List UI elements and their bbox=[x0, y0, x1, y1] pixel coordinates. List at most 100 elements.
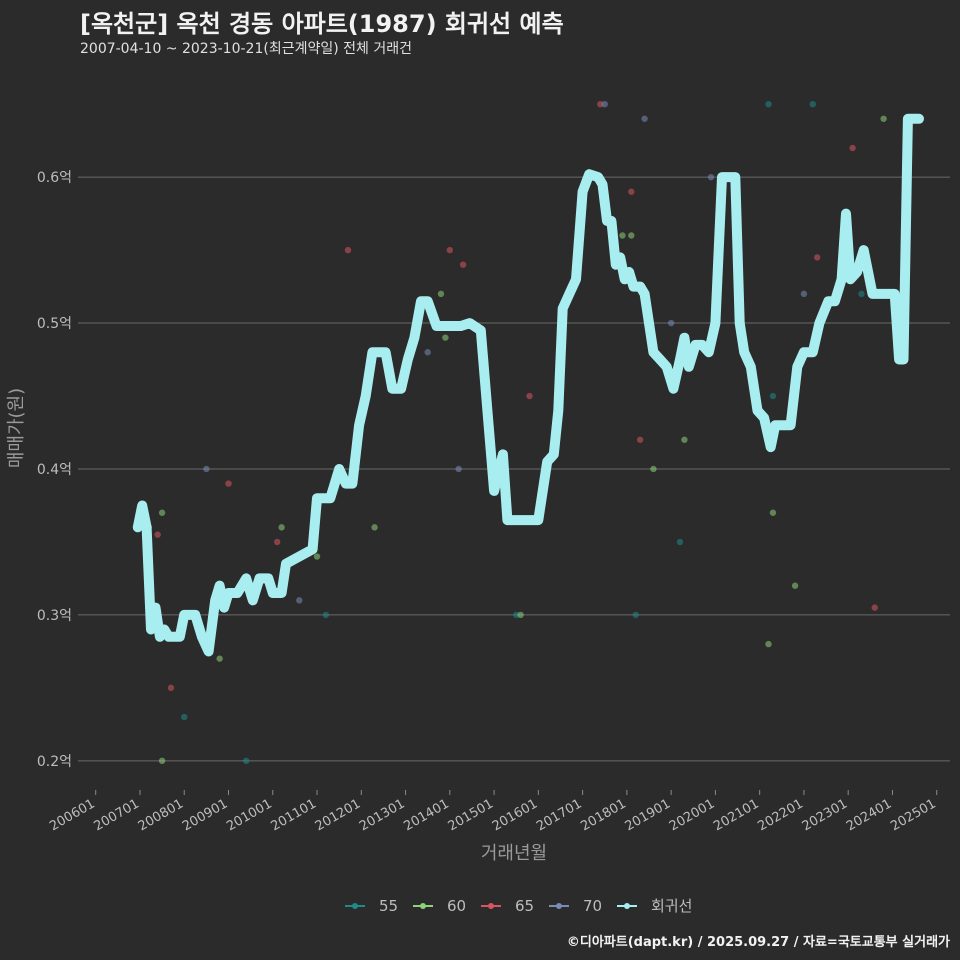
legend-key-dot bbox=[420, 903, 426, 909]
data-point-55 bbox=[181, 713, 188, 721]
legend-item-55: 55 bbox=[345, 897, 398, 915]
data-point-60 bbox=[628, 232, 635, 239]
data-point-60 bbox=[158, 509, 166, 516]
data-point-60 bbox=[371, 524, 378, 531]
legend-item-60: 60 bbox=[413, 897, 466, 915]
legend-key-dot bbox=[556, 903, 562, 909]
x-tick-label: 200801 bbox=[136, 796, 186, 834]
x-tick-label: 201601 bbox=[490, 796, 540, 834]
data-point-70 bbox=[296, 597, 303, 604]
data-point-60 bbox=[158, 757, 166, 765]
data-point-60 bbox=[216, 655, 223, 662]
legend-label: 60 bbox=[447, 897, 466, 915]
data-point-70 bbox=[424, 349, 431, 356]
x-axis: 2006012007012008012009012010012011012012… bbox=[47, 790, 939, 834]
x-tick-label: 202401 bbox=[844, 796, 894, 834]
legend-item-70: 70 bbox=[549, 897, 602, 915]
y-tick-label: 0.6억 bbox=[37, 170, 72, 186]
data-point-65 bbox=[167, 684, 175, 692]
data-point-60 bbox=[313, 553, 321, 560]
x-tick-label: 202101 bbox=[711, 796, 761, 834]
data-point-65 bbox=[871, 604, 878, 611]
chart-title: [옥천군] 옥천 경동 아파트(1987) 회귀선 예측 bbox=[80, 10, 564, 38]
x-tick-label: 201801 bbox=[578, 796, 628, 834]
data-point-65 bbox=[446, 246, 454, 254]
legend-label: 70 bbox=[583, 897, 602, 915]
y-axis: 0.2억 0.3억 0.4억 0.5억 0.6억 bbox=[37, 170, 72, 770]
chart-subtitle: 2007-04-10 ~ 2023-10-21(최근계약일) 전체 거래건 bbox=[80, 41, 412, 57]
legend-label: 55 bbox=[379, 897, 398, 915]
regression-line-layer bbox=[132, 113, 924, 657]
y-tick-label: 0.3억 bbox=[37, 608, 72, 624]
data-point-60 bbox=[681, 436, 688, 443]
x-tick-label: 201201 bbox=[313, 796, 363, 834]
data-point-60 bbox=[791, 582, 799, 589]
x-tick-label: 201101 bbox=[269, 796, 319, 834]
x-tick-label: 201001 bbox=[224, 796, 274, 834]
y-axis-title: 매매가(원) bbox=[6, 388, 27, 468]
legend-item-65: 65 bbox=[481, 897, 534, 915]
data-point-65 bbox=[636, 436, 644, 443]
data-point-65 bbox=[154, 531, 161, 538]
data-point-55 bbox=[765, 100, 772, 108]
x-tick-label: 202001 bbox=[667, 796, 717, 834]
y-tick-label: 0.5억 bbox=[37, 316, 72, 332]
data-point-70 bbox=[800, 290, 808, 298]
data-point-70 bbox=[455, 465, 462, 473]
data-point-55 bbox=[513, 611, 520, 619]
legend-label: 회귀선 bbox=[651, 897, 692, 915]
data-point-65 bbox=[273, 538, 281, 546]
regression-line bbox=[132, 113, 924, 657]
data-point-60 bbox=[650, 465, 657, 473]
data-point-65 bbox=[597, 100, 604, 108]
source-caption: ©디아파트(dapt.kr) / 2025.09.27 / 자료=국토교통부 실… bbox=[566, 935, 950, 950]
data-point-60 bbox=[880, 115, 887, 122]
x-tick-label: 202501 bbox=[888, 796, 938, 834]
data-point-55 bbox=[322, 611, 330, 619]
data-point-55 bbox=[243, 757, 250, 765]
x-axis-title: 거래년월 bbox=[481, 843, 547, 864]
data-point-70 bbox=[707, 173, 715, 181]
data-point-70 bbox=[641, 115, 648, 122]
y-tick-label: 0.2억 bbox=[37, 754, 72, 770]
legend: 55 60 65 70 회귀선 bbox=[345, 897, 692, 915]
data-point-55 bbox=[809, 100, 816, 108]
data-point-70 bbox=[601, 100, 608, 108]
x-tick-label: 201501 bbox=[446, 796, 496, 834]
legend-item-회귀선: 회귀선 bbox=[617, 897, 692, 915]
legend-label: 65 bbox=[515, 897, 534, 915]
data-point-60 bbox=[769, 509, 777, 516]
data-point-65 bbox=[628, 188, 635, 195]
data-point-65 bbox=[849, 144, 856, 152]
y-tick-label: 0.4억 bbox=[37, 462, 72, 478]
data-point-60 bbox=[442, 334, 449, 341]
data-point-65 bbox=[526, 392, 533, 400]
legend-key-dot bbox=[488, 903, 494, 909]
data-point-60 bbox=[437, 290, 445, 298]
data-point-60 bbox=[278, 524, 285, 531]
x-tick-label: 201301 bbox=[357, 796, 407, 834]
data-point-70 bbox=[667, 319, 675, 327]
x-tick-label: 201701 bbox=[534, 796, 584, 834]
data-point-55 bbox=[676, 538, 684, 546]
legend-key-dot bbox=[624, 903, 630, 909]
x-tick-label: 200601 bbox=[47, 796, 97, 834]
data-point-55 bbox=[632, 611, 639, 619]
x-tick-label: 201901 bbox=[623, 796, 673, 834]
data-point-65 bbox=[225, 480, 232, 487]
x-tick-label: 202201 bbox=[755, 796, 805, 834]
data-point-60 bbox=[619, 232, 626, 239]
legend-key-dot bbox=[352, 903, 358, 909]
x-tick-label: 200901 bbox=[180, 796, 230, 834]
data-point-60 bbox=[517, 611, 524, 619]
data-point-60 bbox=[765, 640, 772, 648]
x-tick-label: 202301 bbox=[800, 796, 850, 834]
x-tick-label: 200701 bbox=[91, 796, 141, 834]
data-point-65 bbox=[814, 254, 821, 261]
x-tick-label: 201401 bbox=[401, 796, 451, 834]
data-point-55 bbox=[858, 290, 865, 298]
data-point-65 bbox=[344, 246, 352, 254]
data-point-55 bbox=[769, 392, 777, 400]
data-point-70 bbox=[203, 465, 210, 473]
